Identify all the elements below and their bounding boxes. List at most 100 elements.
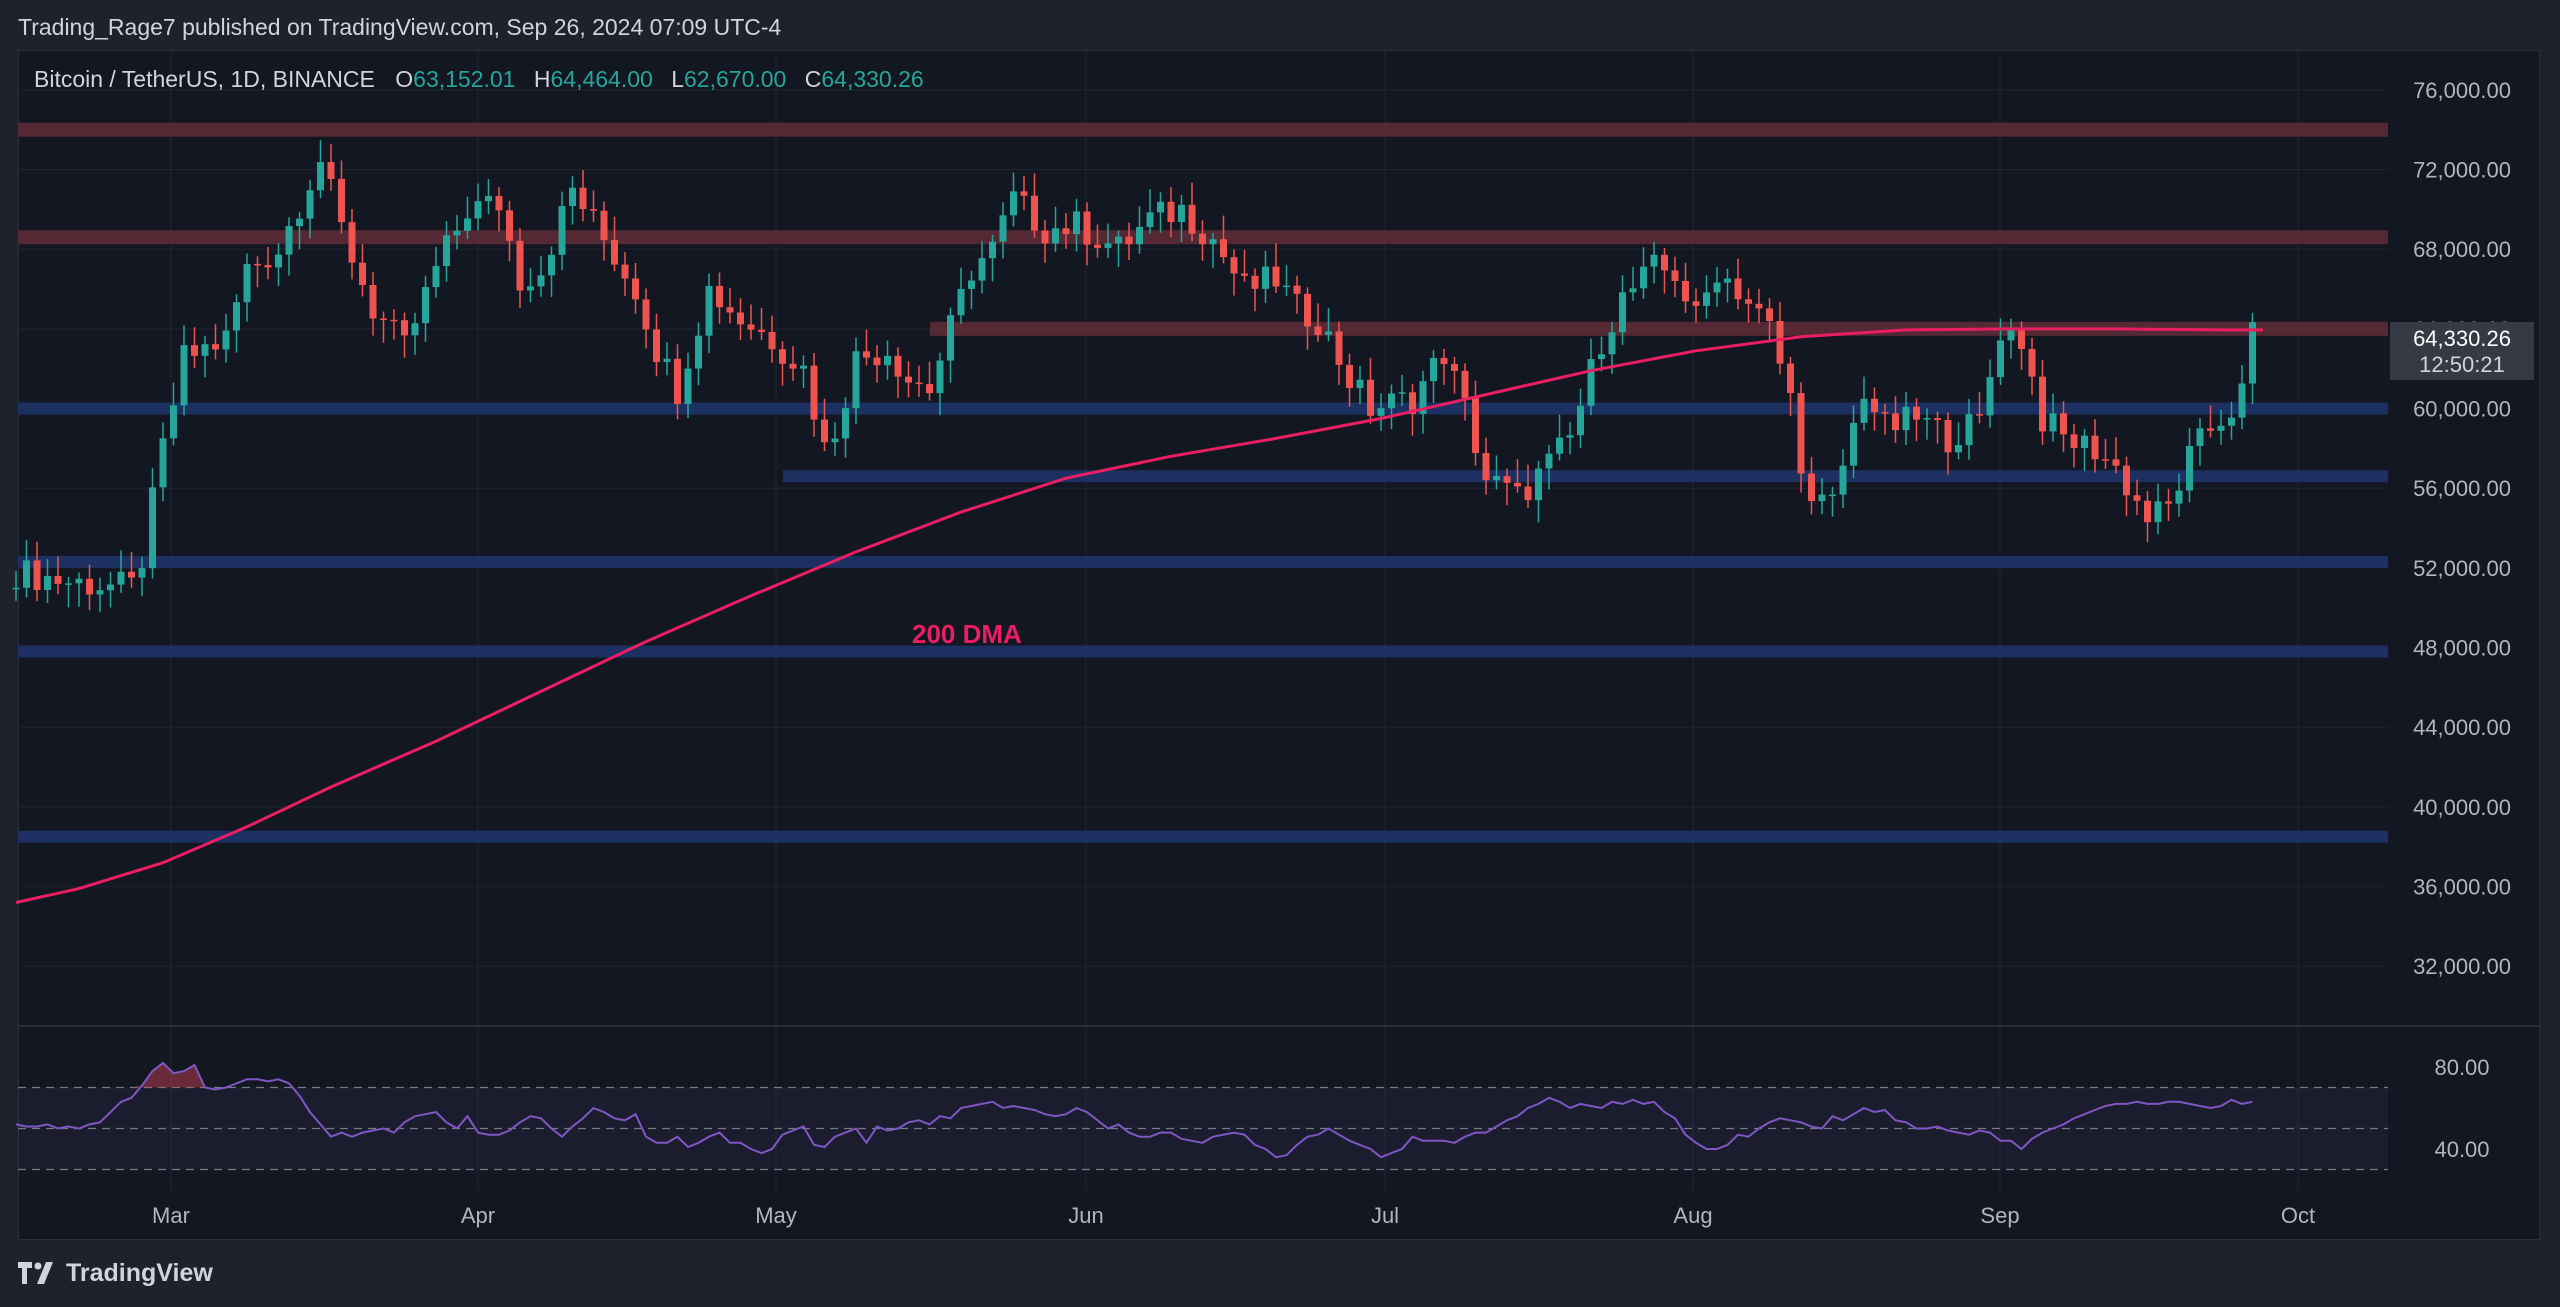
candle-body [1346, 364, 1353, 388]
ohlc-legend: Bitcoin / TetherUS, 1D, BINANCE O63,152.… [34, 66, 936, 93]
support-level [783, 470, 2388, 483]
candle-body [2207, 428, 2214, 431]
candle-body [2081, 435, 2088, 448]
candle-body [1587, 359, 1595, 406]
candle-body [1419, 381, 1427, 414]
candle-body [44, 575, 51, 590]
candle-body [1577, 405, 1584, 436]
candle-body [936, 360, 944, 394]
tradingview-logo-text: TradingView [66, 1258, 213, 1287]
candle-body [821, 419, 828, 443]
rsi-overbought-fill [16, 1062, 216, 1088]
price-tick-label: 56,000.00 [2413, 476, 2511, 501]
close-key: C [804, 66, 822, 92]
candle-body [1692, 301, 1700, 306]
candle-body [2133, 495, 2141, 501]
candle-body [212, 344, 219, 350]
candle-body [33, 560, 41, 590]
candle-body [1461, 370, 1469, 399]
time-tick-label: Sep [1980, 1203, 2019, 1228]
candle-body [978, 258, 986, 281]
candle-body [800, 365, 807, 369]
candle-body [2228, 417, 2235, 426]
candle-body [264, 265, 272, 268]
ma-label: 200 DMA [912, 619, 1022, 649]
candle-body [1010, 191, 1017, 216]
candle-body [548, 254, 555, 276]
candle-body [579, 187, 587, 210]
candle-body [2102, 459, 2109, 461]
candle-body [705, 285, 713, 336]
candle-body [1818, 494, 1826, 502]
candle-body [2070, 434, 2078, 448]
candle-body [233, 302, 240, 331]
candle-body [359, 262, 366, 285]
candle-body [2165, 501, 2172, 504]
candle-body [1724, 278, 1731, 283]
candle-body [2186, 446, 2193, 491]
candle-body [1955, 445, 1962, 453]
candle-body [128, 571, 135, 578]
candle-body [338, 178, 345, 223]
candle-body [1388, 393, 1395, 409]
attribution-text: Trading_Rage7 published on TradingView.c… [18, 14, 782, 40]
candle-body [327, 162, 335, 179]
candle-body [222, 330, 230, 350]
candle-body [506, 210, 513, 241]
candle-body [999, 215, 1007, 242]
time-tick-label: Oct [2281, 1203, 2315, 1228]
candle-body [296, 218, 303, 227]
price-tick-label: 68,000.00 [2413, 237, 2511, 262]
candle-body [1146, 212, 1154, 227]
candle-body [2112, 459, 2120, 466]
candle-body [1367, 379, 1374, 416]
candle-body [1881, 412, 1889, 414]
candle-body [96, 590, 104, 595]
candle-body [1230, 257, 1238, 274]
candle-body [243, 263, 251, 303]
candle-body [1787, 363, 1794, 394]
candle-body [1209, 239, 1217, 245]
candle-body [474, 201, 482, 219]
candle-body [1839, 465, 1847, 495]
footer: TradingView [18, 1253, 213, 1293]
candle-body [1136, 226, 1143, 245]
price-tick-label: 32,000.00 [2413, 954, 2511, 979]
time-tick-label: May [755, 1203, 797, 1228]
candle-body [611, 240, 618, 265]
candle-body [201, 344, 209, 356]
candle-body [12, 587, 20, 590]
chart-frame[interactable] [18, 50, 2540, 1240]
candle-body [1619, 292, 1626, 333]
candle-body [1965, 414, 1973, 446]
candle-body [1923, 418, 1931, 420]
candle-body [957, 288, 965, 316]
candle-body [149, 487, 156, 569]
candle-body [1020, 191, 1028, 196]
candle-body [1377, 408, 1385, 416]
tradingview-logo[interactable]: TradingView [18, 1259, 213, 1288]
price-tick-label: 40,000.00 [2413, 795, 2511, 820]
candle-body [716, 285, 723, 308]
candle-body [905, 376, 912, 383]
candle-body [569, 187, 576, 207]
candle-body [1335, 331, 1343, 365]
candle-body [1997, 340, 2004, 378]
candle-body [1157, 201, 1164, 213]
price-tick-label: 60,000.00 [2413, 397, 2511, 422]
candle-body [2007, 330, 2015, 341]
candle-body [831, 438, 839, 443]
candle-body [915, 382, 923, 385]
candle-body [653, 329, 660, 363]
time-tick-label: Aug [1673, 1203, 1712, 1228]
candle-body [810, 365, 818, 420]
candle-body [1241, 273, 1248, 276]
symbol-label[interactable]: Bitcoin / TetherUS, 1D, BINANCE [34, 66, 375, 92]
candle-body [1041, 230, 1049, 244]
candle-body [926, 384, 933, 394]
candle-body [1472, 398, 1479, 454]
support-level [18, 555, 2388, 568]
candle-body [1083, 211, 1091, 245]
candle-body [695, 335, 702, 369]
